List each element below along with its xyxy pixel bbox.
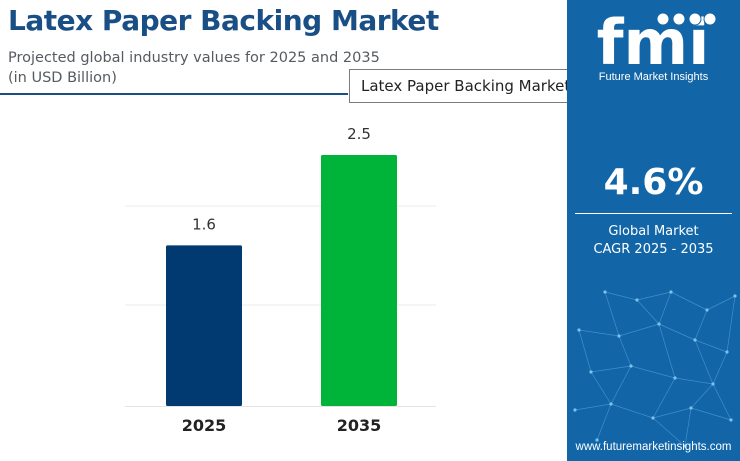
- network-link: [604, 291, 638, 301]
- network-link: [604, 291, 620, 337]
- logo-dot-icon: [688, 12, 702, 26]
- network-link: [590, 371, 612, 405]
- network-pattern-graphic: [573, 290, 737, 448]
- network-node: [689, 406, 693, 410]
- network-node: [629, 364, 633, 368]
- title-underline: [0, 93, 348, 95]
- logo-icon-dots: [656, 12, 717, 26]
- network-link: [712, 383, 732, 421]
- chart-labels: 1.6 2025 2.5 2035: [182, 125, 382, 435]
- network-node: [673, 376, 677, 380]
- network-link: [652, 407, 692, 419]
- network-link: [694, 309, 708, 341]
- page-title: Latex Paper Backing Market: [8, 4, 439, 37]
- bar-2035[interactable]: [321, 155, 397, 406]
- network-node: [693, 338, 697, 342]
- logo-dot-icon: [703, 12, 717, 26]
- network-node: [589, 370, 593, 374]
- network-node: [635, 298, 639, 302]
- network-link: [684, 407, 692, 447]
- cagr-value: 4.6%: [603, 162, 704, 203]
- network-link: [658, 291, 672, 325]
- logo-dot-icon: [672, 12, 686, 26]
- logo-dot-icon: [656, 12, 670, 26]
- network-node: [683, 444, 687, 448]
- network-link: [630, 365, 676, 379]
- network-node: [725, 350, 729, 354]
- network-link: [618, 323, 660, 337]
- cagr-divider: [575, 213, 732, 214]
- network-node: [711, 382, 715, 386]
- data-label-2035: 2.5: [347, 125, 371, 143]
- brand-name: Future Market Insights: [598, 71, 709, 83]
- network-link: [706, 295, 736, 311]
- cagr-label-line-1: Global Market: [608, 224, 699, 239]
- network-link: [578, 329, 592, 373]
- network-link: [636, 291, 672, 301]
- network-node: [609, 402, 613, 406]
- chart-bars: [166, 155, 397, 406]
- cagr-label: Global Market CAGR 2025 - 2035: [567, 223, 740, 259]
- network-node: [729, 418, 733, 422]
- network-link: [618, 335, 632, 367]
- network-link: [652, 417, 686, 447]
- network-link: [596, 403, 612, 441]
- x-tick-label-2035: 2035: [337, 416, 382, 435]
- network-link: [636, 299, 660, 325]
- network-link: [658, 323, 696, 341]
- network-node: [651, 416, 655, 420]
- network-link: [590, 365, 632, 373]
- network-link: [610, 365, 632, 405]
- network-link: [674, 377, 714, 385]
- network-node: [733, 294, 737, 298]
- subtitle-line-1: Projected global industry values for 202…: [8, 50, 380, 66]
- network-link: [670, 291, 708, 311]
- data-label-2025: 1.6: [192, 215, 216, 233]
- bar-2025[interactable]: [166, 245, 242, 406]
- network-node: [669, 290, 673, 294]
- network-node: [603, 290, 607, 294]
- network-link: [694, 339, 714, 385]
- network-link: [690, 407, 732, 421]
- network-node: [657, 322, 661, 326]
- x-tick-label-2025: 2025: [182, 416, 227, 435]
- network-link: [610, 403, 654, 419]
- network-node: [595, 438, 599, 442]
- chart-subtitle: Projected global industry values for 202…: [8, 48, 380, 88]
- bar-chart: 1.6 2025 2.5 2035: [125, 125, 436, 435]
- network-link: [712, 351, 728, 385]
- website-url: www.futuremarketinsights.com: [575, 441, 732, 453]
- network-link: [694, 339, 728, 353]
- network-node: [705, 308, 709, 312]
- network-link: [574, 403, 612, 411]
- network-link: [658, 323, 676, 379]
- network-link: [690, 383, 714, 409]
- network-link: [652, 377, 676, 419]
- cagr-label-line-2: CAGR 2025 - 2035: [593, 242, 714, 257]
- network-link: [578, 329, 620, 337]
- network-link: [726, 295, 736, 353]
- subtitle-line-2: (in USD Billion): [8, 70, 117, 86]
- info-panel: fmi Future Market Insights 4.6% Global M…: [567, 0, 740, 461]
- fmi-logo: fmi: [597, 10, 717, 70]
- network-node: [617, 334, 621, 338]
- network-node: [577, 328, 581, 332]
- network-node: [573, 408, 577, 412]
- chart-tooltip: Latex Paper Backing Market: [349, 69, 594, 103]
